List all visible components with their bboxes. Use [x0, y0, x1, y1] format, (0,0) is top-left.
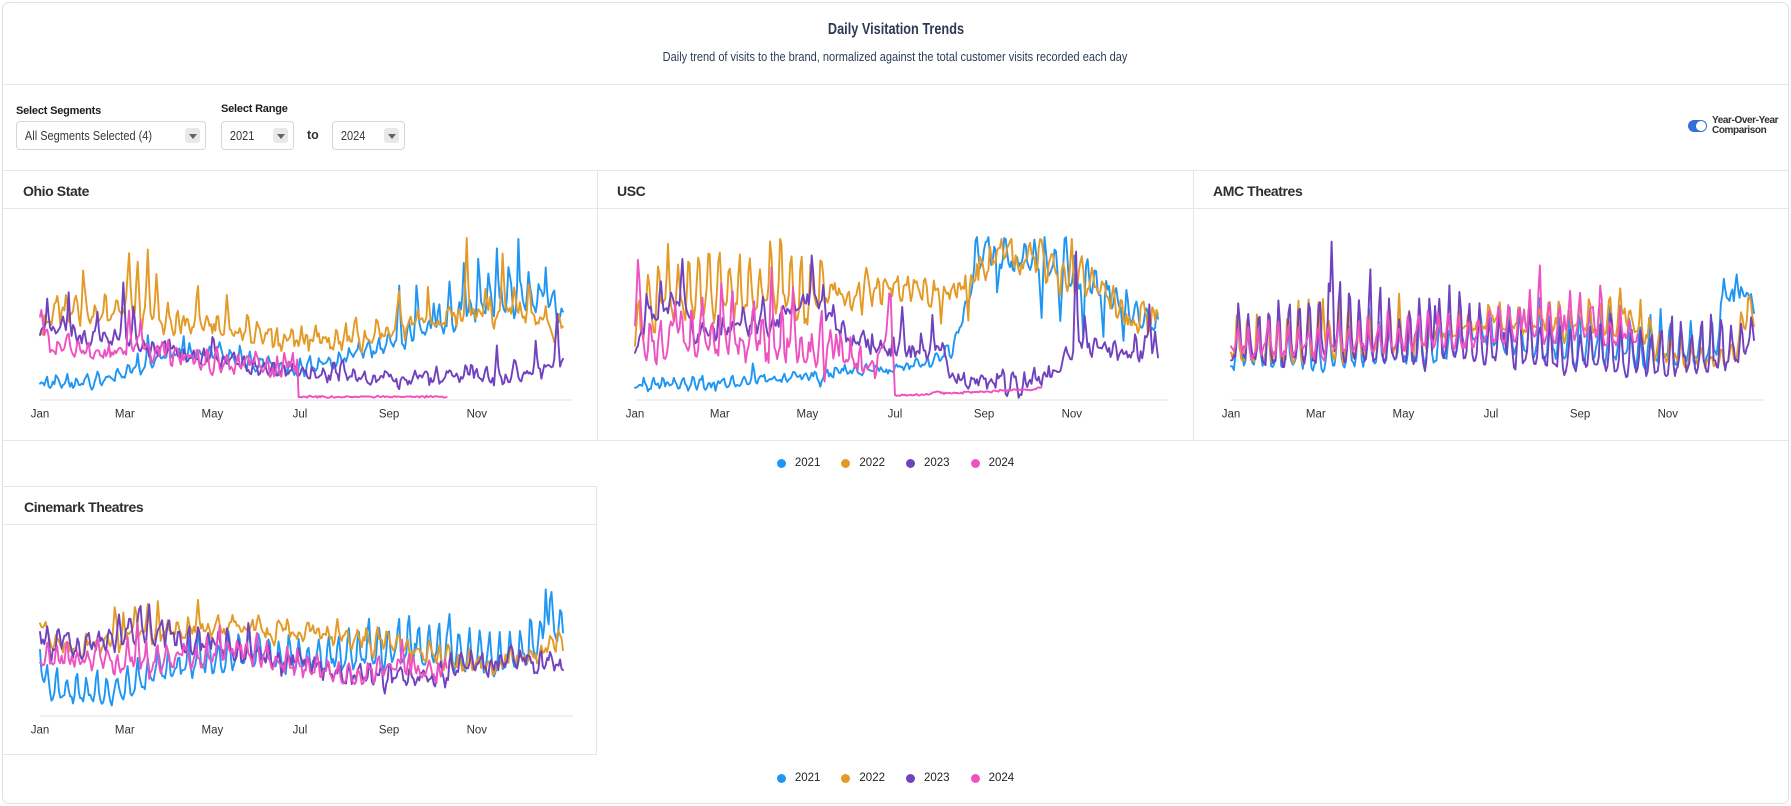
svg-text:Sep: Sep — [379, 725, 399, 737]
svg-text:Jan: Jan — [31, 409, 50, 421]
svg-text:Jan: Jan — [1222, 409, 1241, 421]
svg-text:Jul: Jul — [888, 409, 903, 421]
svg-text:Jul: Jul — [293, 409, 308, 421]
svg-text:Nov: Nov — [467, 409, 488, 421]
svg-text:Jan: Jan — [626, 409, 645, 421]
svg-text:Nov: Nov — [1062, 409, 1083, 421]
svg-text:Jul: Jul — [1484, 409, 1499, 421]
svg-text:Nov: Nov — [467, 725, 488, 737]
svg-text:Jul: Jul — [293, 725, 308, 737]
svg-text:Mar: Mar — [710, 409, 730, 421]
svg-text:Sep: Sep — [379, 409, 399, 421]
svg-text:May: May — [202, 725, 224, 737]
svg-text:Nov: Nov — [1658, 409, 1679, 421]
svg-text:Mar: Mar — [1306, 409, 1326, 421]
svg-text:Sep: Sep — [1570, 409, 1590, 421]
svg-text:May: May — [797, 409, 819, 421]
svg-text:Sep: Sep — [974, 409, 994, 421]
svg-text:Mar: Mar — [115, 725, 135, 737]
svg-text:May: May — [202, 409, 224, 421]
svg-text:Jan: Jan — [31, 725, 50, 737]
svg-text:May: May — [1393, 409, 1415, 421]
svg-text:Mar: Mar — [115, 409, 135, 421]
